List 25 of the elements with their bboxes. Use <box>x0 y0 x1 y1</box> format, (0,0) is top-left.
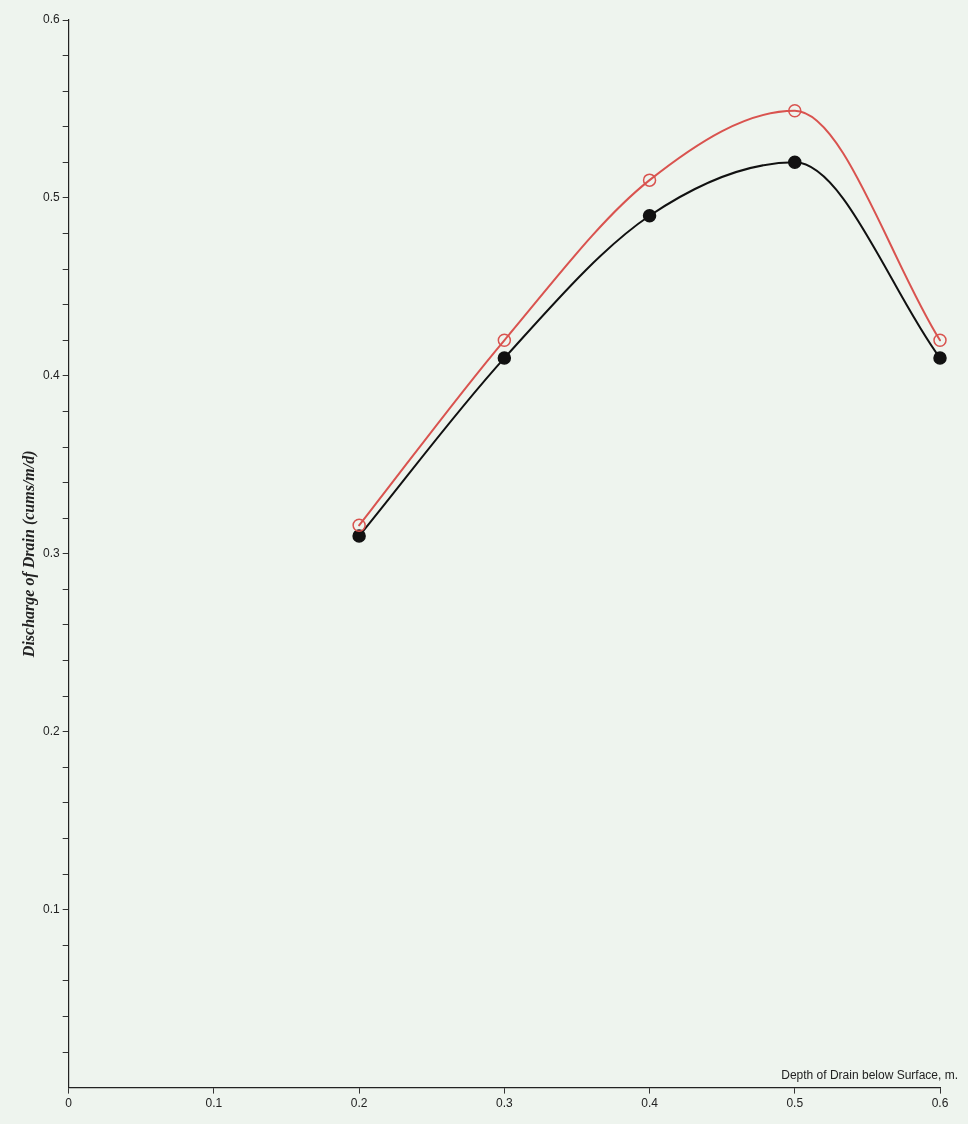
point <box>352 518 366 533</box>
point <box>352 529 366 543</box>
point <box>788 155 802 170</box>
x-tick-label: 0 <box>65 1096 73 1111</box>
x-tick-label: 0.3 <box>496 1096 513 1111</box>
x-tick-label: 0.6 <box>931 1096 949 1111</box>
x-tick-label: 0.5 <box>786 1096 804 1111</box>
y-tick-label: 0.6 <box>42 12 60 27</box>
x-axis-title: Depth of Drain below Surface, m. <box>781 1067 958 1082</box>
x-tick-label: 0.4 <box>641 1096 659 1111</box>
point <box>497 351 512 365</box>
y-axis-title: Discharge of Drain (cums/m/d) <box>20 450 39 659</box>
point <box>642 173 657 187</box>
y-tick-label: 0.3 <box>42 546 60 561</box>
y-tick-label: 0.2 <box>42 724 60 739</box>
point <box>788 104 802 118</box>
point <box>497 333 512 348</box>
y-tick-label: 0.1 <box>42 901 60 916</box>
x-tick-label: 0.2 <box>350 1096 368 1111</box>
point <box>933 333 947 348</box>
point <box>642 208 657 223</box>
point <box>933 351 947 365</box>
y-tick-label: 0.5 <box>42 190 60 205</box>
y-tick-label: 0.4 <box>42 368 60 383</box>
x-tick-label: 0.1 <box>205 1096 223 1111</box>
